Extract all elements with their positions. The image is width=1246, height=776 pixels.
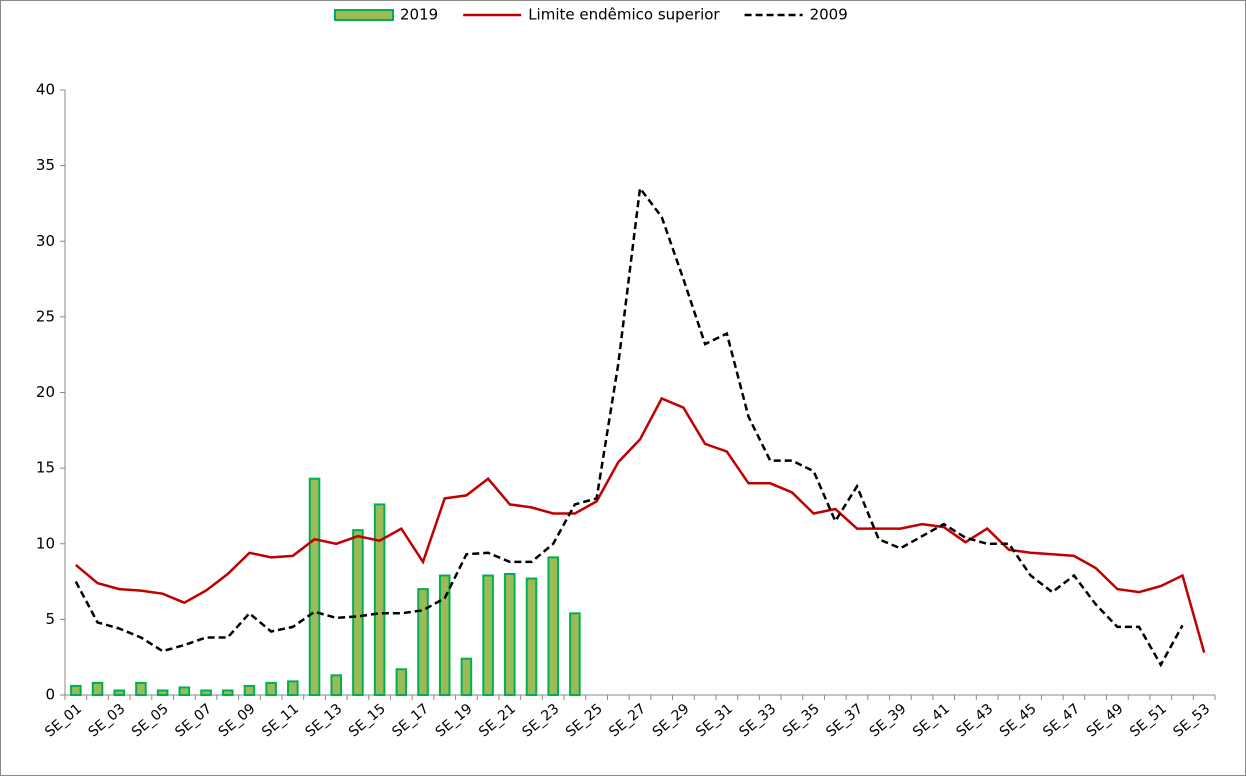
bar [221,689,234,697]
line [74,396,1206,653]
bar [352,529,364,697]
bar [373,503,386,696]
bar [308,477,321,696]
bar [178,686,191,696]
y-tick-label: 40 [36,81,55,99]
bar [287,680,299,697]
bar [156,689,169,697]
bar [547,556,559,696]
legend-swatch [334,9,394,21]
bar [569,612,581,697]
bar [438,574,451,697]
bar [504,573,516,696]
y-tick-label: 30 [36,232,55,250]
bar [91,681,104,697]
y-tick-label: 15 [36,459,55,477]
bar [482,574,494,697]
legend-label: Limite endêmico superior [528,6,720,24]
y-tick-label: 20 [36,383,55,401]
bar [70,684,82,696]
bar [417,588,429,696]
bar [330,674,342,697]
bar [395,668,408,696]
bar [460,657,473,697]
bar [525,577,538,696]
line [74,185,1184,668]
y-tick-label: 25 [36,307,55,325]
y-tick-label: 0 [45,686,55,704]
legend-label: 2019 [400,6,438,24]
bar [135,681,147,697]
bar [265,681,277,697]
y-tick-label: 35 [36,156,55,174]
y-tick-label: 5 [45,610,55,628]
y-tick-label: 10 [36,534,55,552]
bar [113,689,126,697]
legend-label: 2009 [810,6,848,24]
bar [243,684,256,696]
bar [200,689,212,697]
